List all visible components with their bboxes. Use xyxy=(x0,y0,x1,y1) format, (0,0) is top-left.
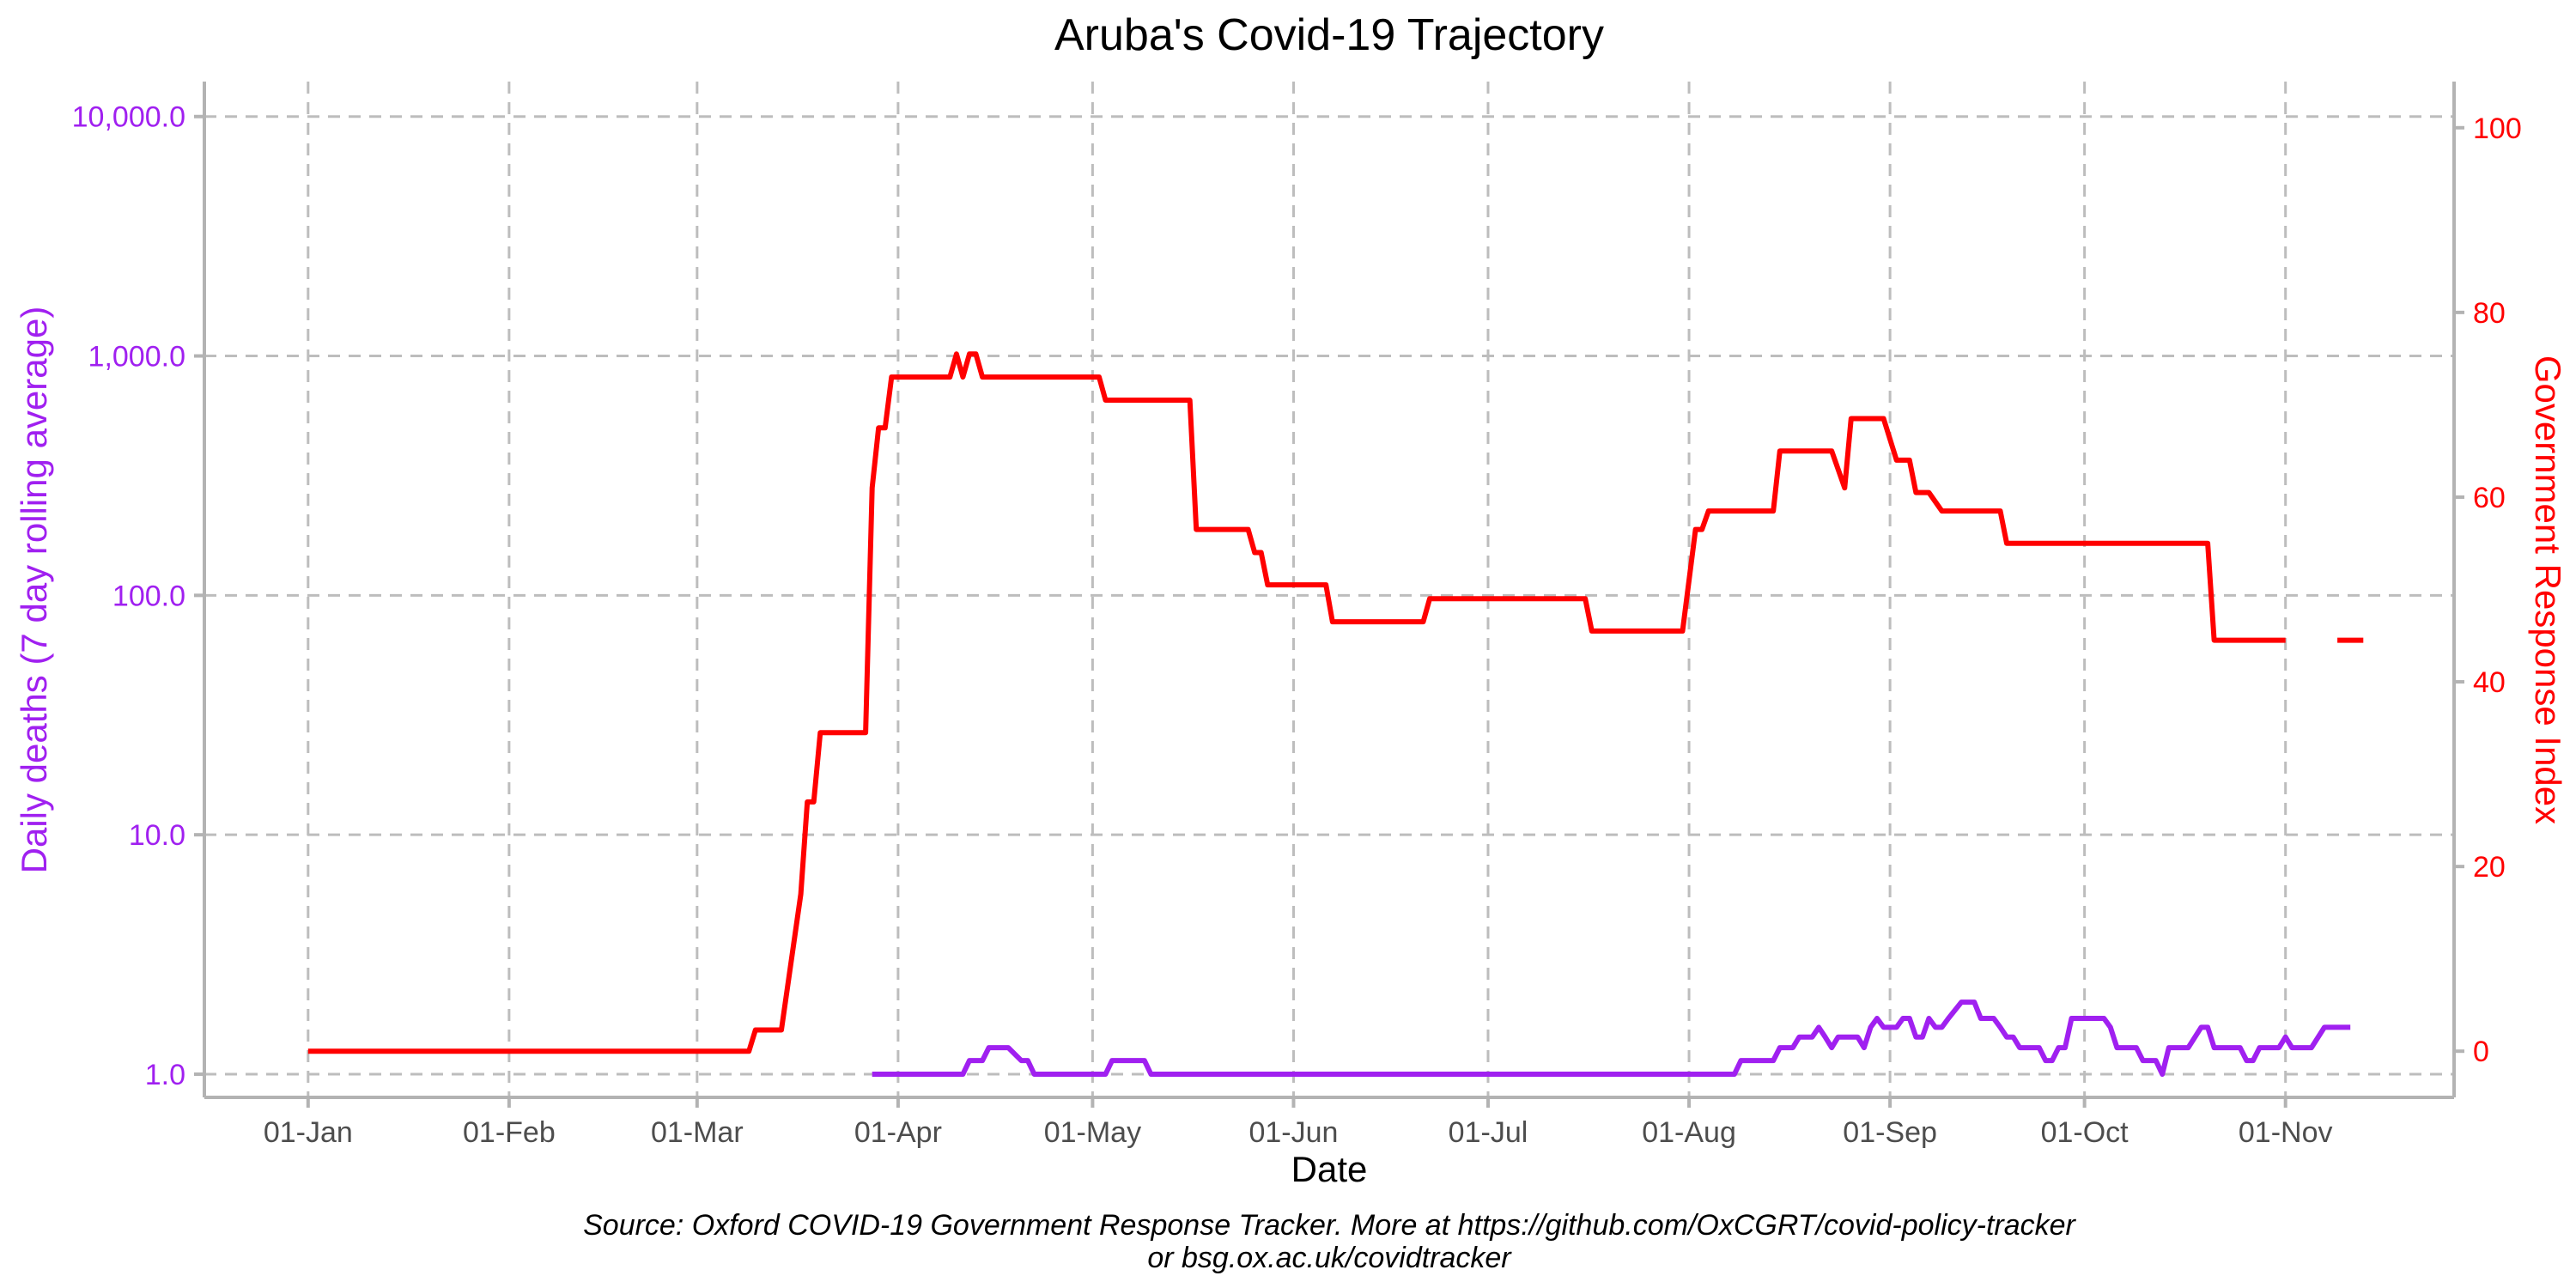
left-tick-labels: 1.0 10.0 100.0 1,000.0 10,000.0 xyxy=(72,101,185,1091)
x-tick-label: 01-May xyxy=(1044,1116,1141,1149)
right-tick-label: 0 xyxy=(2473,1036,2489,1068)
left-tick-label: 100.0 xyxy=(112,580,185,612)
chart-title: Aruba's Covid-19 Trajectory xyxy=(1054,10,1604,60)
x-tick-label: 01-Feb xyxy=(463,1116,556,1149)
source-caption-line-1: Source: Oxford COVID-19 Government Respo… xyxy=(583,1209,2076,1242)
axes xyxy=(194,82,2464,1108)
x-tick-label: 01-Oct xyxy=(2041,1116,2129,1149)
right-axis-title: Government Response Index xyxy=(2528,355,2568,824)
daily-deaths-line xyxy=(872,999,2351,1077)
left-axis-title: Daily deaths (7 day rolling average) xyxy=(14,307,54,874)
right-tick-label: 80 xyxy=(2473,297,2506,330)
x-axis-title: Date xyxy=(1291,1149,1368,1189)
x-tick-label: 01-Mar xyxy=(651,1116,744,1149)
left-tick-label: 1.0 xyxy=(145,1059,185,1091)
x-tick-label: 01-Sep xyxy=(1843,1116,1937,1149)
series xyxy=(307,351,2364,1077)
x-tick-labels: 01-Jan 01-Feb 01-Mar 01-Apr 01-May 01-Jun 01-J… xyxy=(264,1116,2333,1149)
source-caption-line-2: or bsg.ox.ac.uk/covidtracker xyxy=(1147,1242,1512,1274)
x-tick-label: 01-Nov xyxy=(2239,1116,2333,1149)
left-tick-label: 1,000.0 xyxy=(88,341,185,374)
x-tick-label: 01-Jun xyxy=(1249,1116,1338,1149)
x-tick-label: 01-Apr xyxy=(854,1116,942,1149)
right-tick-label: 20 xyxy=(2473,851,2506,884)
x-tick-label: 01-Aug xyxy=(1642,1116,1736,1149)
right-tick-label: 100 xyxy=(2473,112,2522,145)
left-tick-label: 10,000.0 xyxy=(72,101,185,134)
government-response-line xyxy=(307,351,2286,1054)
x-tick-label: 01-Jul xyxy=(1449,1116,1528,1149)
right-tick-labels: 0 20 40 60 80 100 xyxy=(2473,112,2522,1068)
left-tick-label: 10.0 xyxy=(129,819,185,852)
x-tick-label: 01-Jan xyxy=(264,1116,353,1149)
right-tick-label: 60 xyxy=(2473,482,2506,514)
grid xyxy=(204,82,2454,1097)
right-tick-label: 40 xyxy=(2473,666,2506,699)
